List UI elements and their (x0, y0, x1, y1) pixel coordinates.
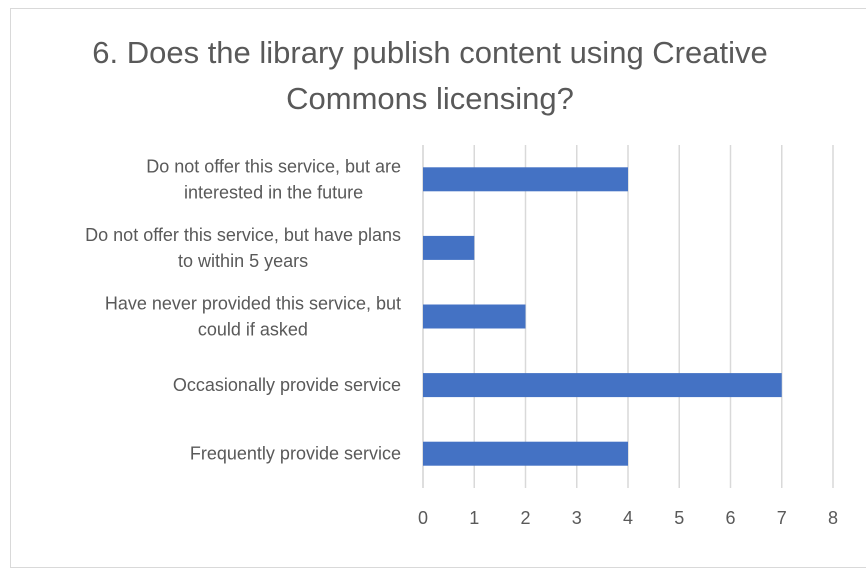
bar-3 (423, 304, 526, 329)
category-label-line: Occasionally provide service (173, 375, 401, 395)
x-tick-label: 6 (725, 508, 735, 528)
category-label: Have never provided this service, but cou… (105, 294, 401, 340)
category-label: Do not offer this service, but have plan… (85, 225, 401, 271)
chart-frame (10, 8, 866, 568)
x-tick-label: 2 (520, 508, 530, 528)
category-label-line: Frequently provide service (190, 444, 401, 464)
category-label-line: Do not offer this service, but have plan… (85, 225, 401, 245)
category-label: Do not offer this service, but are intere… (146, 156, 401, 202)
bar-1 (423, 167, 628, 192)
x-tick-label: 1 (469, 508, 479, 528)
category-label-line: could if asked (198, 320, 308, 340)
x-tick-label: 7 (777, 508, 787, 528)
bar-2 (423, 235, 475, 260)
category-label-line: Have never provided this service, but (105, 294, 401, 314)
category-label-line: interested in the future (184, 182, 363, 202)
x-tick-label: 4 (623, 508, 633, 528)
x-tick-label: 5 (674, 508, 684, 528)
category-label: Frequently provide service (190, 444, 401, 464)
chart-title: 6. Does the library publish content usin… (92, 35, 768, 116)
bar-5 (423, 441, 628, 466)
bar-4 (423, 373, 782, 398)
x-tick-label: 0 (418, 508, 428, 528)
category-label-line: Do not offer this service, but are (146, 156, 401, 176)
x-tick-label: 3 (572, 508, 582, 528)
chart-plot: 0 1 2 3 4 5 6 7 8 Do not offer this service, but … (85, 145, 838, 528)
x-tick-label: 8 (828, 508, 838, 528)
category-label-line: to within 5 years (178, 251, 308, 271)
category-label: Occasionally provide service (173, 375, 401, 395)
